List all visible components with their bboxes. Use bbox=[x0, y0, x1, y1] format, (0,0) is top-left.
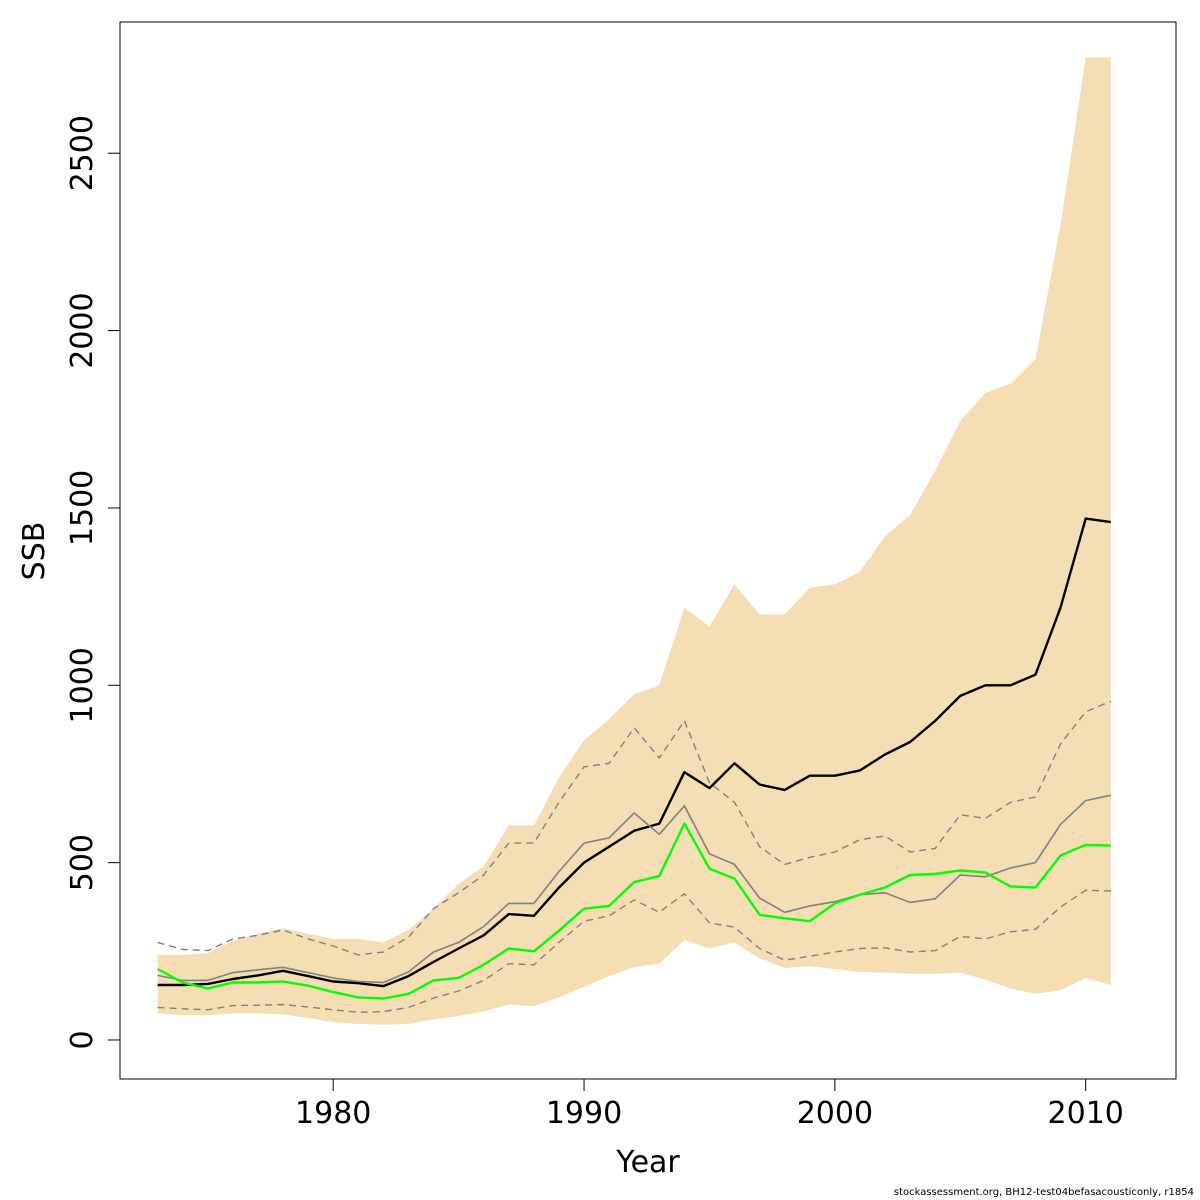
x-axis-title: Year bbox=[615, 1145, 680, 1180]
y-tick-label: 0 bbox=[65, 1030, 100, 1049]
y-tick-label: 1500 bbox=[65, 470, 100, 546]
x-tick-label: 1990 bbox=[546, 1096, 622, 1131]
x-tick-label: 2010 bbox=[1048, 1096, 1124, 1131]
lower-bound-dashed-line bbox=[157, 889, 1111, 1013]
y-axis-title: SSB bbox=[17, 522, 52, 581]
x-tick-label: 1980 bbox=[295, 1096, 371, 1131]
confidence-band bbox=[157, 57, 1111, 1025]
y-tick-label: 2000 bbox=[65, 292, 100, 368]
plot-area bbox=[157, 57, 1112, 1025]
source-footnote: stockassessment.org, BH12-test04befasaco… bbox=[893, 1187, 1194, 1198]
green-line bbox=[157, 822, 1111, 1000]
estimate-line bbox=[157, 517, 1111, 988]
x-tick-label: 2000 bbox=[797, 1096, 873, 1131]
x-axis: 1980 1990 2000 2010 bbox=[295, 1078, 1124, 1131]
comparison-line bbox=[157, 794, 1111, 984]
y-tick-label: 500 bbox=[65, 834, 100, 891]
y-tick-label: 1000 bbox=[65, 647, 100, 723]
y-axis: 0 500 1000 1500 2000 2500 bbox=[65, 115, 120, 1050]
y-tick-label: 2500 bbox=[65, 115, 100, 191]
